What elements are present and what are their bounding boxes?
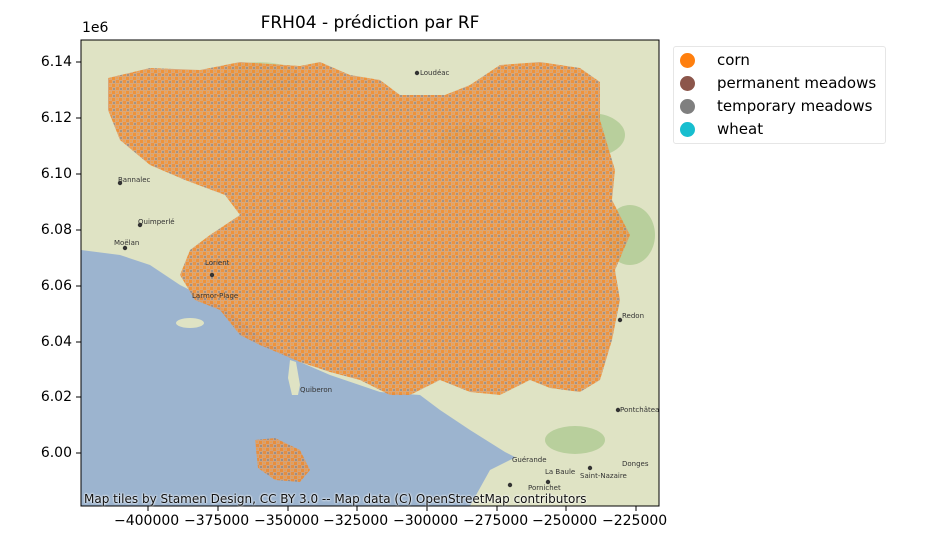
island	[176, 318, 204, 328]
legend-marker	[680, 98, 695, 114]
place-label: Bannalec	[118, 176, 151, 184]
place-label: Pornichet	[528, 484, 561, 492]
y-axis-ticks	[76, 61, 81, 454]
y-tick-label: 6.00	[40, 445, 72, 461]
x-tick-label: −400000	[114, 513, 180, 529]
quiberon-peninsula	[288, 360, 300, 395]
map-attribution: Map tiles by Stamen Design, CC BY 3.0 --…	[84, 492, 587, 506]
legend-marker	[680, 121, 695, 137]
legend-item-temporary-meadows: temporary meadows	[680, 95, 872, 117]
town-markers	[117, 70, 623, 488]
axes-frame	[80, 39, 660, 507]
legend-label: corn	[717, 51, 750, 69]
place-label: Moëlan	[114, 239, 139, 247]
island-belle-ile	[255, 438, 310, 482]
y-tick-label: 6.10	[40, 166, 72, 182]
legend: corn permanent meadows temporary meadows…	[673, 46, 886, 144]
place-label: Quimperlé	[138, 218, 175, 226]
land-south	[470, 430, 659, 506]
x-tick-label: −250000	[532, 513, 598, 529]
place-label: Saint-Nazaire	[580, 472, 627, 480]
y-tick-label: 6.08	[40, 222, 72, 238]
x-tick-label: −275000	[463, 513, 529, 529]
x-tick-label: −375000	[184, 513, 250, 529]
x-tick-label: −350000	[254, 513, 320, 529]
place-label: Pontchâteau	[620, 406, 664, 414]
place-label: Quiberon	[300, 386, 332, 394]
y-tick-label: 6.04	[40, 334, 72, 350]
legend-label: temporary meadows	[717, 97, 873, 115]
legend-marker	[680, 75, 695, 91]
place-label: Guérande	[512, 456, 547, 464]
legend-marker	[680, 52, 695, 68]
map-title: FRH04 - prédiction par RF	[260, 13, 480, 33]
legend-label: permanent meadows	[717, 74, 877, 92]
map-area: Loudéac Bannalec Quimperlé Moëlan Lorien…	[81, 40, 664, 506]
x-axis-ticks	[147, 506, 637, 511]
y-tick-label: 6.12	[40, 110, 72, 126]
legend-item-corn: corn	[680, 49, 750, 71]
y-tick-label: 6.14	[40, 54, 72, 70]
place-label: Loudéac	[420, 69, 450, 77]
legend-label: wheat	[717, 120, 764, 138]
place-label: Redon	[622, 312, 644, 320]
place-labels: Loudéac Bannalec Quimperlé Moëlan Lorien…	[114, 69, 664, 492]
legend-item-permanent-meadows: permanent meadows	[680, 72, 876, 94]
y-tick-label: 6.02	[40, 389, 72, 405]
place-label: Larmor-Plage	[192, 292, 238, 300]
place-label: Lorient	[205, 259, 230, 267]
x-tick-label: −300000	[393, 513, 459, 529]
y-tick-label: 6.06	[40, 278, 72, 294]
legend-item-wheat: wheat	[680, 118, 763, 140]
forest	[545, 426, 605, 454]
axis-offset-label: 1e6	[82, 20, 109, 36]
place-label: Donges	[622, 460, 649, 468]
x-tick-label: −325000	[323, 513, 389, 529]
prediction-region	[108, 62, 630, 395]
place-label: La Baule	[545, 468, 575, 476]
x-tick-label: −225000	[602, 513, 668, 529]
